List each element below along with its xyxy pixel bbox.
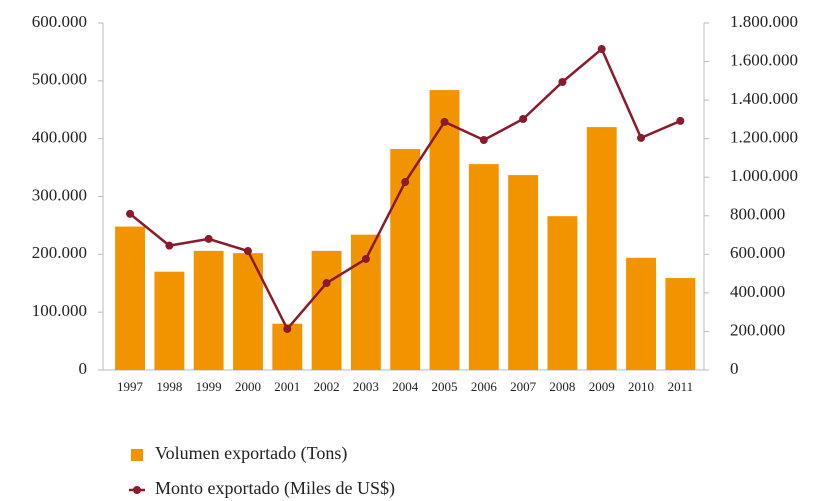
x-tick-label: 1997	[117, 379, 144, 394]
x-tick-label: 2011	[668, 379, 694, 394]
legend-label: Monto exportado (Miles de US$)	[155, 478, 395, 499]
line-point	[401, 178, 410, 187]
legend-swatch	[133, 486, 141, 494]
x-tick-label: 1999	[196, 379, 222, 394]
y2-tick-label: 1.400.000	[730, 89, 798, 108]
x-tick-label: 2005	[432, 379, 458, 394]
x-tick-label: 1998	[156, 379, 182, 394]
y-tick-label: 400.000	[32, 128, 87, 147]
line-point	[283, 324, 292, 333]
bar	[547, 216, 578, 370]
y-tick-label: 500.000	[32, 70, 87, 89]
bar	[193, 250, 224, 370]
x-tick-label: 2009	[589, 379, 615, 394]
y2-tick-label: 600.000	[730, 243, 785, 262]
legend-label: Volumen exportado (Tons)	[155, 443, 347, 464]
y2-tick-label: 1.000.000	[730, 166, 798, 185]
y-tick-label: 100.000	[32, 301, 87, 320]
line-point	[126, 209, 135, 218]
legend-swatch	[131, 449, 143, 461]
y-tick-label: 300.000	[32, 185, 87, 204]
y2-tick-label: 400.000	[730, 282, 785, 301]
bar	[626, 257, 656, 370]
x-tick-label: 2010	[628, 379, 654, 394]
line-point	[558, 77, 567, 86]
bar	[665, 278, 696, 370]
x-tick-label: 2006	[471, 379, 498, 394]
x-tick-label: 2001	[274, 379, 300, 394]
x-tick-label: 2003	[353, 379, 379, 394]
line-point	[361, 254, 370, 263]
line-point	[676, 116, 685, 125]
line-point	[322, 279, 331, 288]
line-point	[204, 234, 213, 243]
bar	[429, 90, 460, 370]
line-point	[637, 133, 646, 142]
x-tick-label: 2000	[235, 379, 261, 394]
bar	[115, 226, 145, 370]
x-tick-label: 2002	[314, 379, 340, 394]
y2-tick-label: 0	[730, 359, 739, 378]
y-tick-label: 0	[79, 359, 88, 378]
line-point	[243, 247, 252, 256]
y2-tick-label: 1.600.000	[730, 50, 798, 69]
line-point	[597, 45, 606, 54]
y2-tick-label: 200.000	[730, 320, 785, 339]
y2-tick-label: 1.800.000	[730, 12, 798, 31]
line-point	[165, 241, 174, 250]
y2-tick-label: 1.200.000	[730, 128, 798, 147]
bar	[468, 164, 499, 370]
y2-tick-label: 800.000	[730, 205, 785, 224]
line-point	[440, 117, 449, 126]
y-tick-label: 200.000	[32, 243, 87, 262]
y-tick-label: 600.000	[32, 12, 87, 31]
x-tick-label: 2004	[392, 379, 419, 394]
bar	[586, 127, 617, 370]
x-tick-label: 2007	[510, 379, 537, 394]
line-point	[519, 115, 528, 124]
bar	[311, 250, 342, 370]
bar	[508, 175, 539, 370]
line-point	[479, 136, 488, 145]
bar	[154, 271, 185, 370]
x-tick-label: 2008	[549, 379, 575, 394]
